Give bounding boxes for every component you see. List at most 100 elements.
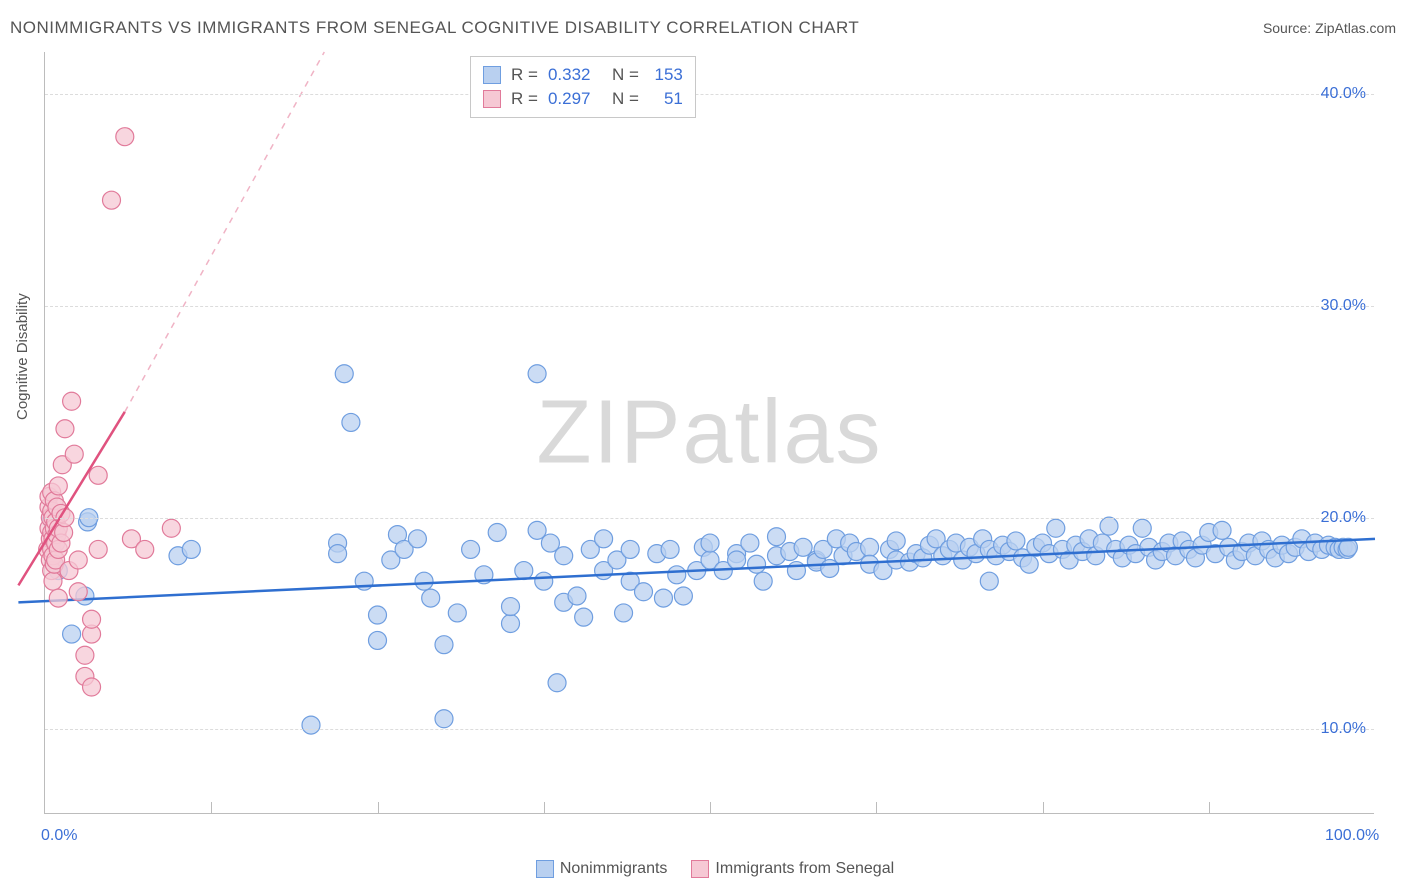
x-minor-tick — [211, 802, 212, 814]
data-point — [415, 572, 433, 590]
data-point — [575, 608, 593, 626]
data-point — [63, 625, 81, 643]
data-point — [369, 606, 387, 624]
data-point — [754, 572, 772, 590]
gridline-h — [45, 94, 1374, 95]
data-point — [116, 128, 134, 146]
data-point — [69, 583, 87, 601]
x-minor-tick — [710, 802, 711, 814]
legend-swatch — [483, 90, 501, 108]
data-point — [621, 540, 639, 558]
scatter-svg — [45, 52, 1374, 813]
source-label: Source: ZipAtlas.com — [1263, 20, 1396, 36]
data-point — [674, 587, 692, 605]
gridline-h — [45, 729, 1374, 730]
plot-area: ZIPatlas 10.0%20.0%30.0%40.0%0.0%100.0% — [44, 52, 1374, 814]
data-point — [83, 678, 101, 696]
data-point — [1047, 519, 1065, 537]
data-point — [1133, 519, 1151, 537]
gridline-h — [45, 306, 1374, 307]
data-point — [568, 587, 586, 605]
data-point — [887, 532, 905, 550]
data-point — [435, 636, 453, 654]
data-point — [76, 646, 94, 664]
data-point — [335, 365, 353, 383]
data-point — [701, 534, 719, 552]
data-point — [668, 566, 686, 584]
data-point — [408, 530, 426, 548]
data-point — [515, 562, 533, 580]
data-point — [555, 547, 573, 565]
y-tick-label: 20.0% — [1321, 509, 1366, 527]
data-point — [56, 420, 74, 438]
title-bar: NONIMMIGRANTS VS IMMIGRANTS FROM SENEGAL… — [10, 18, 1396, 38]
data-point — [49, 477, 67, 495]
x-minor-tick — [1043, 802, 1044, 814]
data-point — [103, 191, 121, 209]
legend-label: Nonimmigrants — [560, 860, 668, 877]
data-point — [63, 392, 81, 410]
data-point — [49, 589, 67, 607]
y-axis-title: Cognitive Disability — [14, 293, 31, 420]
legend-swatch — [483, 66, 501, 84]
x-minor-tick — [378, 802, 379, 814]
y-tick-label: 30.0% — [1321, 297, 1366, 315]
data-point — [502, 598, 520, 616]
data-point — [329, 545, 347, 563]
x-tick-label: 0.0% — [41, 827, 77, 845]
legend-label: Immigrants from Senegal — [715, 860, 894, 877]
data-point — [741, 534, 759, 552]
data-point — [69, 551, 87, 569]
data-point — [728, 551, 746, 569]
stats-legend-row: R = 0.297 N = 51 — [483, 87, 683, 111]
chart-title: NONIMMIGRANTS VS IMMIGRANTS FROM SENEGAL… — [10, 18, 859, 38]
n-value: 51 — [649, 89, 683, 109]
data-point — [462, 540, 480, 558]
bottom-legend: Nonimmigrants Immigrants from Senegal — [0, 860, 1406, 878]
data-point — [528, 365, 546, 383]
data-point — [787, 562, 805, 580]
n-label: N = — [612, 89, 639, 109]
data-point — [369, 631, 387, 649]
data-point — [502, 615, 520, 633]
data-point — [422, 589, 440, 607]
x-minor-tick — [544, 802, 545, 814]
x-tick-label: 100.0% — [1325, 827, 1379, 845]
data-point — [162, 519, 180, 537]
data-point — [615, 604, 633, 622]
data-point — [435, 710, 453, 728]
data-point — [980, 572, 998, 590]
data-point — [83, 610, 101, 628]
r-value: 0.332 — [548, 65, 602, 85]
data-point — [182, 540, 200, 558]
x-minor-tick — [1209, 802, 1210, 814]
data-point — [1020, 555, 1038, 573]
data-point — [661, 540, 679, 558]
data-point — [136, 540, 154, 558]
data-point — [861, 538, 879, 556]
data-point — [548, 674, 566, 692]
stats-legend-row: R = 0.332N = 153 — [483, 63, 683, 87]
legend-swatch — [691, 860, 709, 878]
data-point — [44, 572, 62, 590]
r-label: R = — [511, 89, 538, 109]
data-point — [768, 528, 786, 546]
trend-line-dashed — [125, 52, 324, 412]
r-value: 0.297 — [548, 89, 602, 109]
data-point — [1007, 532, 1025, 550]
data-point — [89, 466, 107, 484]
data-point — [535, 572, 553, 590]
n-label: N = — [612, 65, 639, 85]
y-tick-label: 40.0% — [1321, 85, 1366, 103]
data-point — [448, 604, 466, 622]
data-point — [488, 523, 506, 541]
stats-legend: R = 0.332 N = 153R = 0.297 N = 51 — [470, 56, 696, 118]
gridline-h — [45, 518, 1374, 519]
data-point — [654, 589, 672, 607]
data-point — [1213, 521, 1231, 539]
data-point — [635, 583, 653, 601]
n-value: 153 — [649, 65, 683, 85]
data-point — [1100, 517, 1118, 535]
y-tick-label: 10.0% — [1321, 720, 1366, 738]
x-minor-tick — [876, 802, 877, 814]
